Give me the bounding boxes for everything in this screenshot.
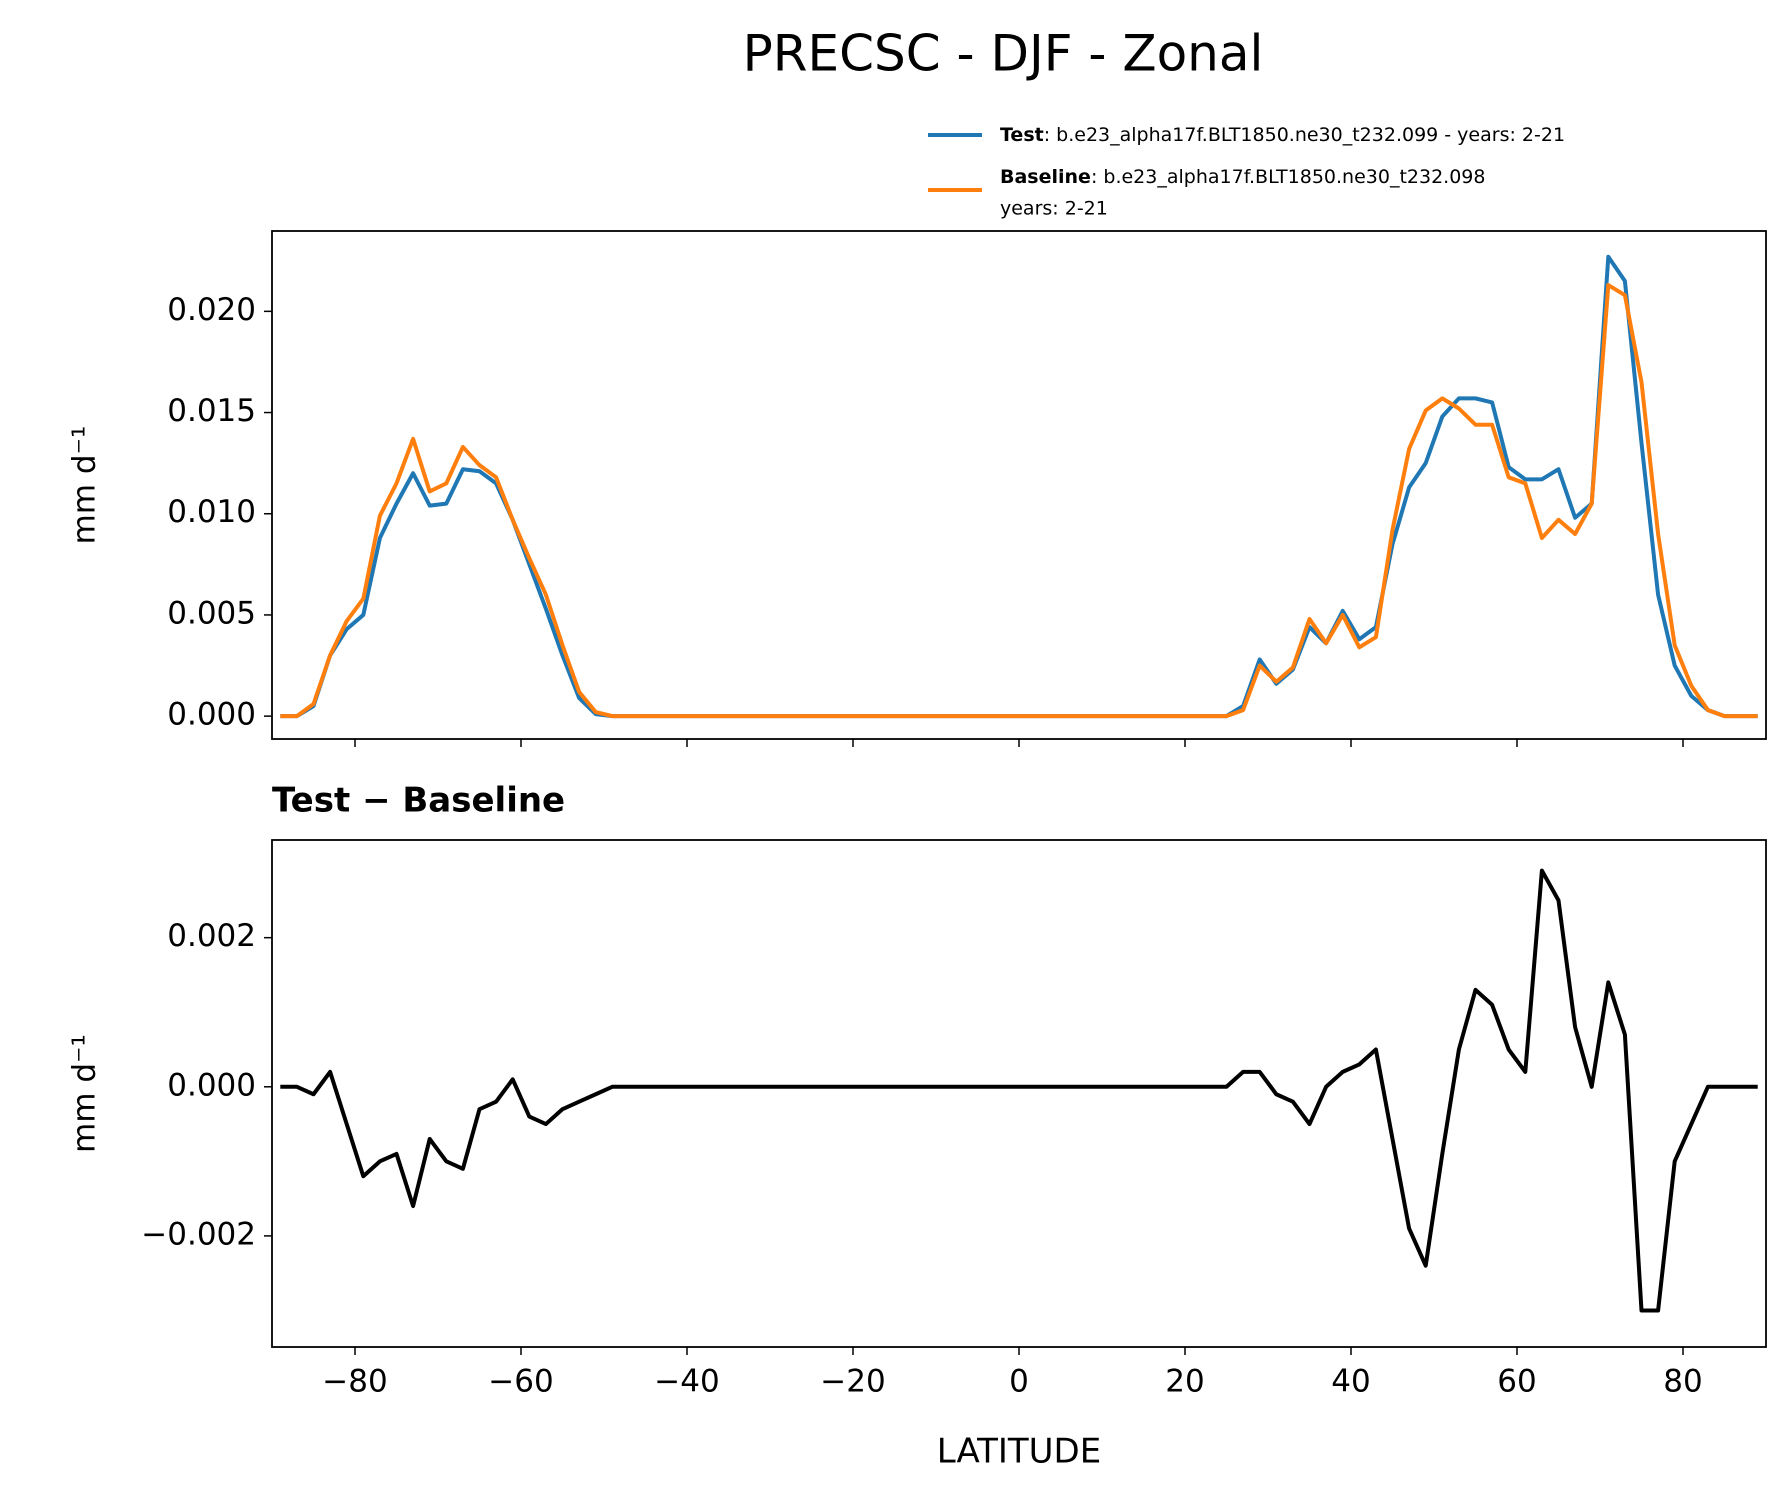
- y-tick-label: 0.010: [167, 494, 256, 530]
- axes-frame: [271, 839, 1767, 1348]
- legend-entry: Baseline: b.e23_alpha17f.BLT1850.ne30_t2…: [1000, 166, 1485, 188]
- x-axis-label: LATITUDE: [937, 1432, 1101, 1472]
- legend-label: : b.e23_alpha17f.BLT1850.ne30_t232.098: [1091, 166, 1486, 188]
- legend-name: Test: [1000, 124, 1044, 146]
- y-axis-label: mm d⁻¹: [67, 1034, 103, 1153]
- y-tick-label: 0.000: [167, 1067, 256, 1103]
- y-tick-label: 0.005: [167, 595, 256, 631]
- x-tick-label: 60: [1497, 1364, 1536, 1400]
- y-tick-label: 0.020: [167, 292, 256, 328]
- x-tick-label: 20: [1165, 1364, 1204, 1400]
- x-tick-label: −20: [820, 1364, 885, 1400]
- legend-name: Baseline: [1000, 166, 1091, 188]
- axes-frame: [271, 230, 1767, 740]
- x-tick-label: 80: [1663, 1364, 1702, 1400]
- legend-label: : b.e23_alpha17f.BLT1850.ne30_t232.099 -…: [1044, 124, 1565, 146]
- x-tick-label: −80: [322, 1364, 387, 1400]
- chart-title: PRECSC - DJF - Zonal: [743, 25, 1264, 83]
- series-line: [280, 254, 1758, 719]
- y-tick-label: 0.015: [167, 393, 256, 429]
- y-axis-label: mm d⁻¹: [67, 426, 103, 545]
- y-tick-label: 0.002: [167, 918, 256, 954]
- series-line: [280, 868, 1758, 1313]
- legend-label: years: 2-21: [1000, 198, 1108, 220]
- x-tick-label: −40: [654, 1364, 719, 1400]
- y-tick-label: −0.002: [141, 1216, 256, 1252]
- legend-entry: Test: b.e23_alpha17f.BLT1850.ne30_t232.0…: [1000, 124, 1565, 146]
- x-tick-label: 40: [1331, 1364, 1370, 1400]
- y-tick-label: 0.000: [167, 697, 256, 733]
- subplot-title: Test − Baseline: [272, 781, 565, 821]
- x-tick-label: −60: [488, 1364, 553, 1400]
- x-tick-label: 0: [1009, 1364, 1029, 1400]
- series-line: [280, 283, 1758, 719]
